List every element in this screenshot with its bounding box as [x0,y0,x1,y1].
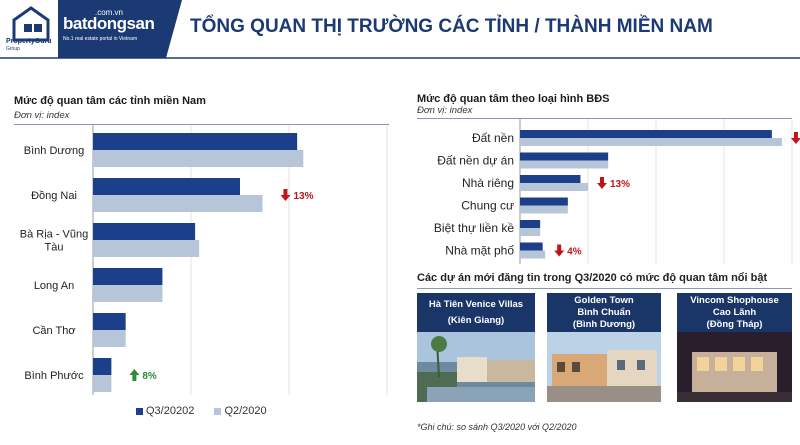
bar-q2 [93,240,200,257]
bar-q2 [520,205,568,214]
batdongsan-logo: .com.vn batdongsan No.1 real estate port… [63,8,155,48]
project-photo-golden-town [547,332,661,402]
batdongsan-tagline: No.1 real estate portal in Vietnam [63,36,138,42]
project-name: Vincom Shophouse [690,295,779,306]
legend-swatch-q2 [214,407,222,415]
propertyguru-logo-icon [12,6,50,42]
bar-q2 [520,228,541,236]
change-label: 13% [293,191,313,202]
right-chart-title: Mức độ quan tâm theo loại hình BĐS [417,93,610,105]
change-label: 8% [142,371,157,382]
category-label: Bình Phước [24,370,84,382]
arrow-down-icon [280,189,291,201]
category-label: Nhà mặt phố [445,244,514,258]
category-label: Tàu [45,242,64,254]
category-label: Nhà riêng [462,176,514,190]
bar-q2 [520,160,609,169]
projects-divider [417,288,792,289]
left-chart-unit: Đơn vị: index [14,110,70,121]
bar-q2 [93,285,163,302]
project-card-golden-town[interactable]: Golden Town Bình Chuẩn (Bình Dương) [547,293,661,402]
project-name: Golden Town [574,295,634,306]
bar-q2 [93,330,126,347]
category-label: Đồng Nai [31,190,77,202]
arrow-up-icon [129,369,140,381]
bar-q2 [93,195,263,212]
project-card-title: Hà Tiên Venice Villas (Kiên Giang) [417,299,535,327]
header-banner: PropertyGuru Group .com.vn batdongsan No.… [0,0,800,60]
bar-q3 [520,175,581,183]
arrow-down-icon [597,177,607,189]
legend-swatch-q3 [136,407,143,415]
bar-q3 [520,220,541,228]
project-location: (Đồng Tháp) [706,319,763,330]
bar-q3 [520,242,543,251]
header-background [0,0,800,59]
category-label: Biệt thự liền kề [434,221,514,235]
bar-q3 [520,152,609,161]
bar-q3 [520,197,568,206]
bar-q2 [520,250,546,259]
right-chart-divider [417,118,792,119]
category-label: Đất nền dự án [437,154,514,168]
bar-q2 [93,150,304,167]
category-label: Bà Rịa - Vũng [20,229,88,241]
project-name-line2: Bình Chuẩn [577,307,631,318]
bar-q2 [520,183,588,191]
category-label: Đất nền [472,131,514,145]
legend-label-q3: Q3/20202 [146,405,195,418]
change-label: 13% [610,179,630,190]
project-photo-ha-tien [417,332,535,402]
batdongsan-domain: .com.vn [95,8,124,17]
change-label: 4% [567,247,582,258]
right-chart-unit: Đơn vị: index [417,105,473,116]
bar-q3 [93,313,126,330]
category-label: Chung cư [461,199,514,213]
project-card-vincom[interactable]: Vincom Shophouse Cao Lãnh (Đồng Tháp) [677,293,792,402]
left-chart-title: Mức độ quan tâm các tỉnh miền Nam [14,95,206,107]
bar-q3 [520,130,772,138]
property-type-chart: Đất nền Đất nền dự án Nhà riêng Chung cư Biệ… [434,119,800,264]
page-title: TỔNG QUAN THỊ TRƯỜNG CÁC TỈNH / THÀNH MI… [190,16,713,37]
category-label: Cần Thơ [32,325,75,337]
left-chart-divider [14,124,389,125]
bar-q3 [93,223,196,240]
project-card-ha-tien[interactable]: Hà Tiên Venice Villas (Kiên Giang) [417,293,535,402]
bar-q3 [93,268,163,285]
bar-q2 [93,375,112,392]
bar-q3 [93,133,298,150]
projects-title: Các dự án mới đăng tin trong Q3/2020 có … [417,272,768,284]
project-name-line2: Cao Lãnh [712,307,757,318]
chart-legend: Q3/20202 Q2/2020 [136,405,267,417]
category-label: Bình Dương [24,145,84,157]
category-label: Long An [34,280,74,292]
bar-q2 [520,138,782,146]
bar-q3 [93,358,112,375]
project-card-title: Vincom Shophouse Cao Lãnh (Đồng Tháp) [677,295,792,331]
arrow-down-icon [790,132,800,144]
footnote: *Ghi chú: so sánh Q3/2020 với Q2/2020 [417,422,577,432]
legend-label-q2: Q2/2020 [224,405,267,418]
project-card-title: Golden Town Bình Chuẩn (Bình Dương) [547,295,661,331]
arrow-down-icon [554,244,565,257]
batdongsan-name: batdongsan [63,14,155,33]
bar-q3 [93,178,240,195]
project-photo-vincom [677,332,792,402]
project-name: Hà Tiên Venice Villas [428,299,524,310]
propertyguru-logo-text: PropertyGuru Group [6,38,52,52]
project-location: (Kiên Giang) [447,315,505,326]
project-location: (Bình Dương) [572,319,636,330]
